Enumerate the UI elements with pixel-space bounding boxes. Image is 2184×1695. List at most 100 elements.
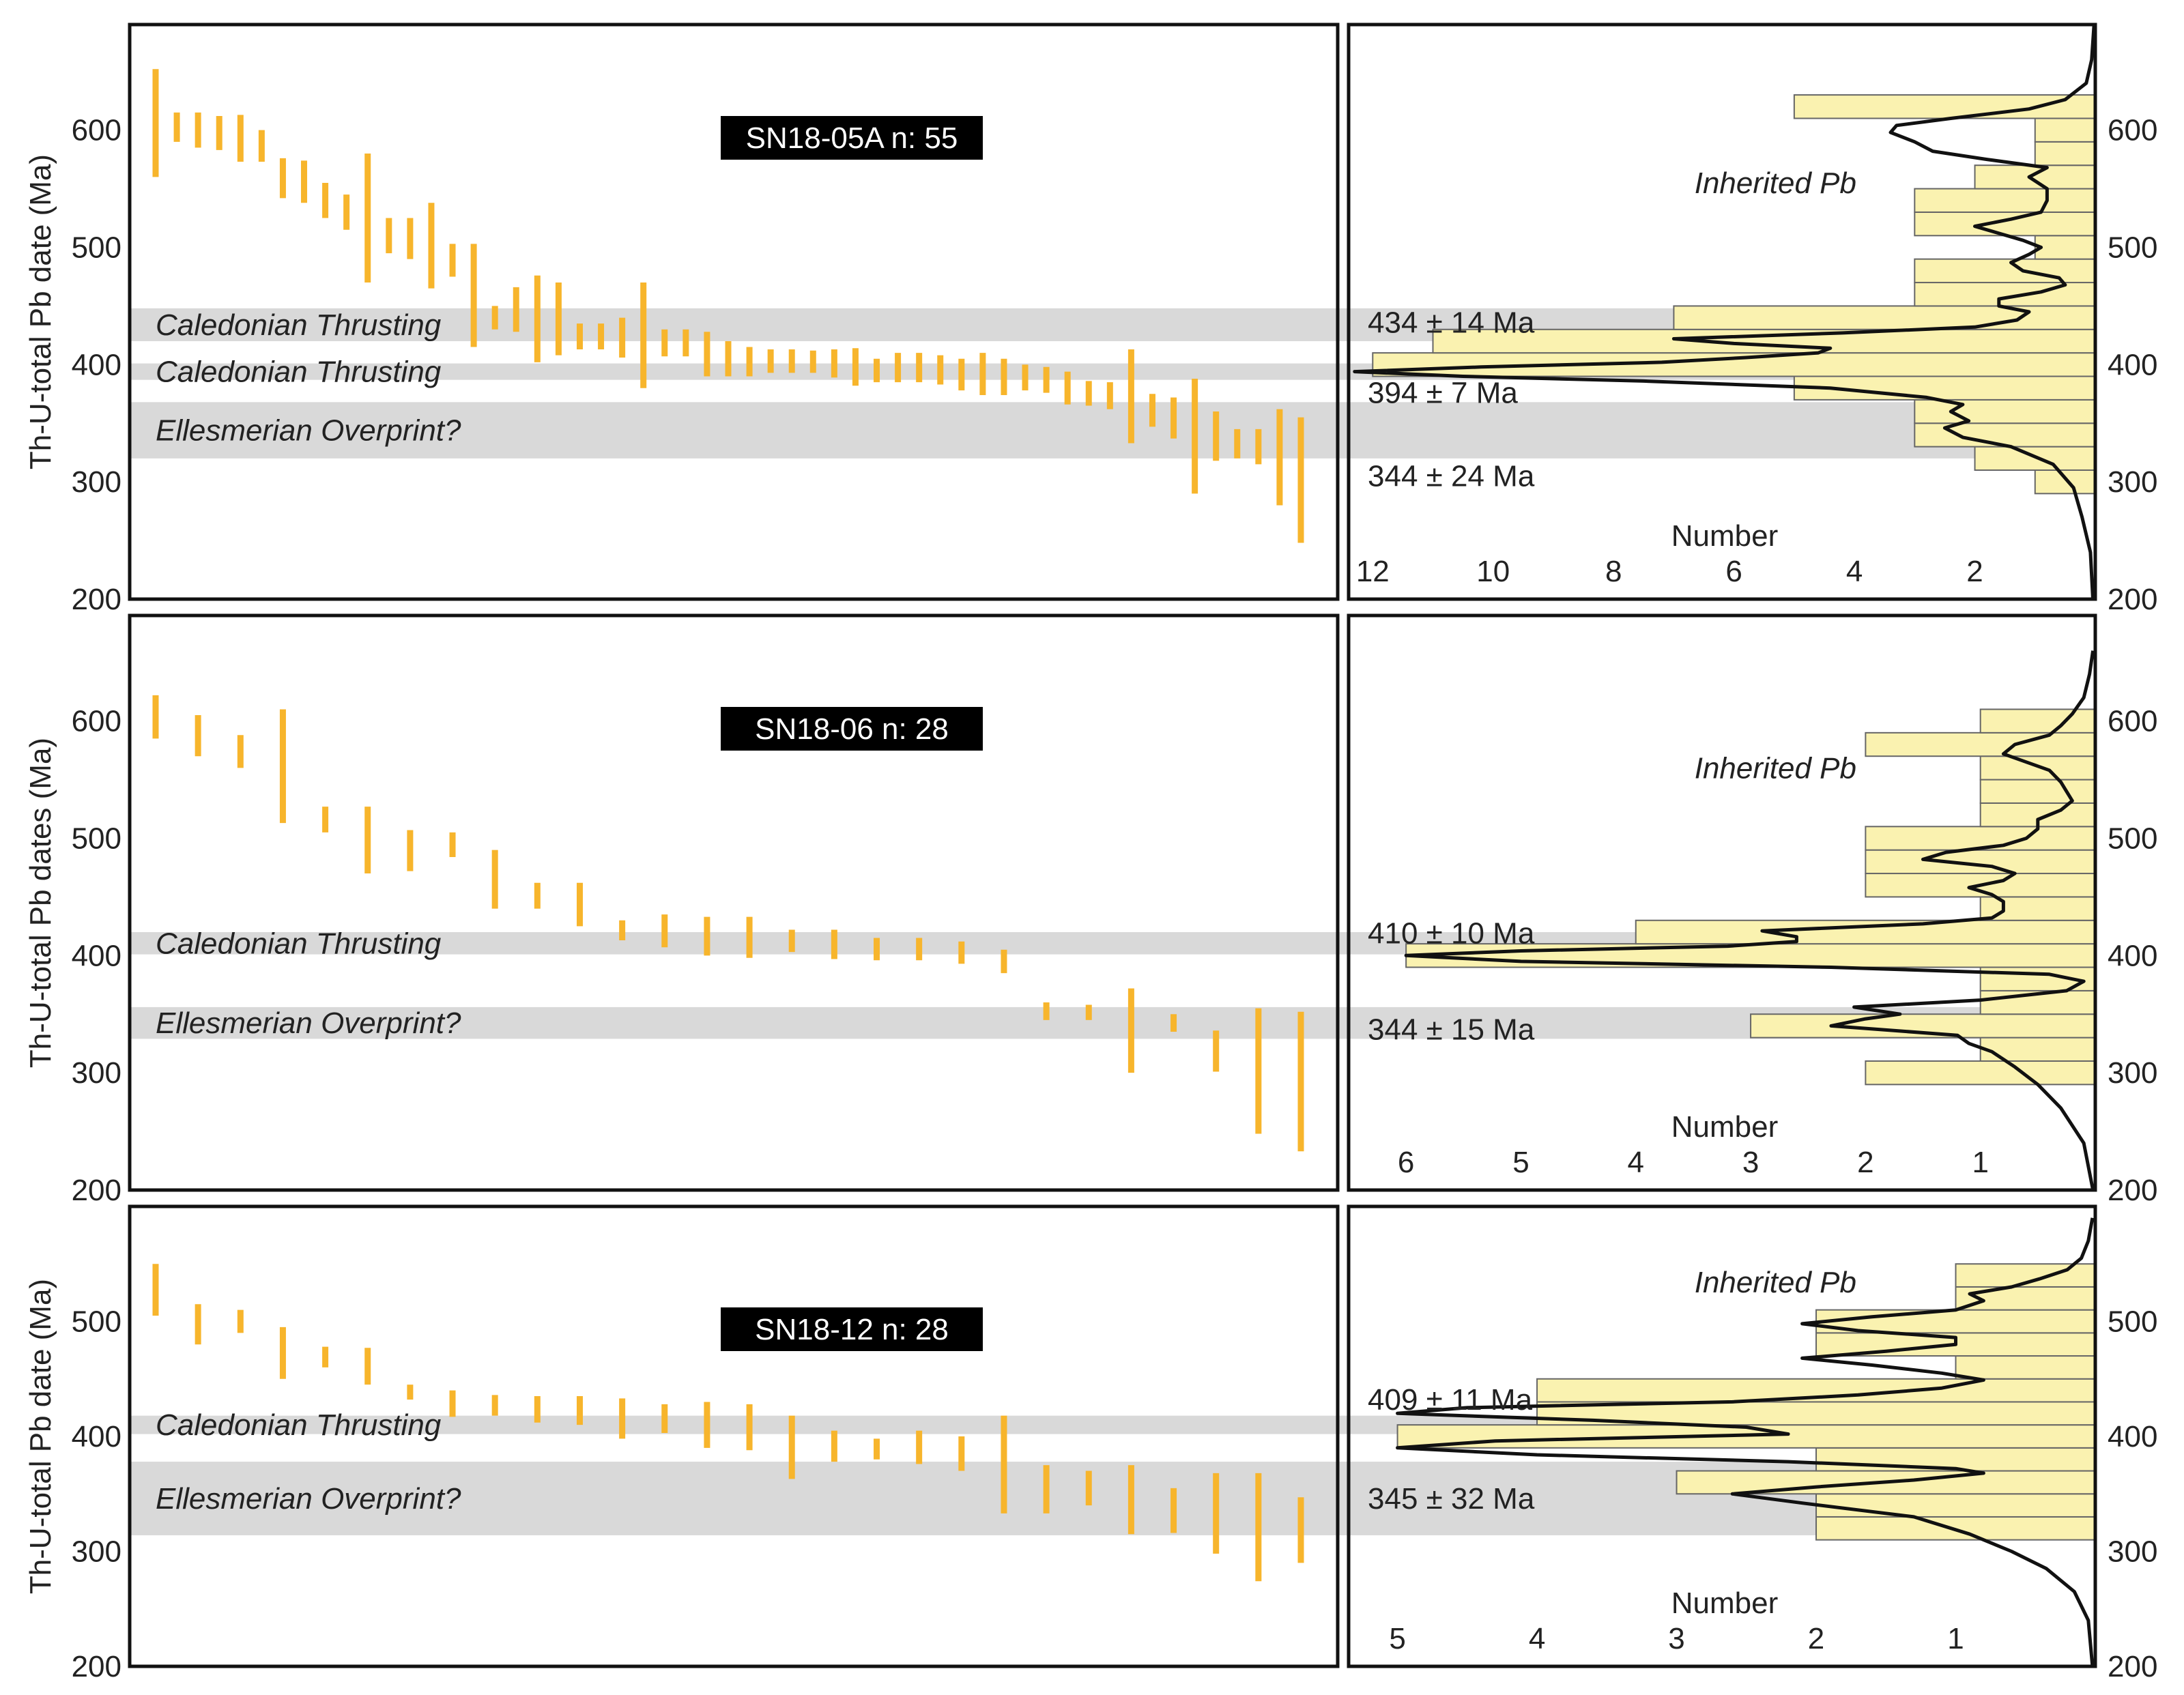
x-tick-label: 2 bbox=[1808, 1622, 1824, 1655]
x-tick-label: 4 bbox=[1846, 555, 1863, 588]
right-panel-frame bbox=[1347, 1204, 2097, 1668]
y-tick-label-right: 300 bbox=[2108, 1535, 2157, 1569]
y-tick-label-right: 200 bbox=[2108, 1650, 2157, 1683]
density-curve bbox=[1404, 650, 2095, 1191]
age-annotation: 410 ± 10 Ma bbox=[1368, 917, 1535, 951]
density-curve bbox=[1396, 1217, 2095, 1667]
band-label: Ellesmerian Overprint? bbox=[156, 1482, 461, 1516]
y-tick-label-left: 600 bbox=[72, 705, 121, 738]
histogram-bar bbox=[1955, 1355, 2096, 1380]
left-panel-frame bbox=[128, 23, 1340, 601]
inherited-pb-label: Inherited Pb bbox=[1695, 751, 1856, 785]
x-tick-label: 2 bbox=[1966, 555, 1983, 588]
histogram-bar bbox=[1865, 826, 2096, 851]
panel-3: 200 200 300 300 400 400 500 500 Th-U-total Pb da… bbox=[24, 1204, 2157, 1683]
sample-title: SN18-06 n: 28 bbox=[755, 712, 949, 746]
histogram-bar bbox=[1405, 943, 2096, 968]
x-tick-label: 6 bbox=[1398, 1146, 1414, 1179]
sample-title: SN18-12 n: 28 bbox=[755, 1313, 949, 1346]
y-tick-label-left: 600 bbox=[72, 114, 121, 147]
histogram-bar bbox=[1793, 94, 2096, 119]
band-label: Caledonian Thrusting bbox=[156, 1408, 442, 1442]
y-tick-label-right: 400 bbox=[2108, 348, 2157, 381]
histogram-bar bbox=[1865, 849, 2096, 875]
histogram-bar bbox=[1979, 779, 2097, 804]
x-tick-label: 5 bbox=[1389, 1622, 1405, 1655]
y-axis-label: Th-U-total Pb date (Ma) bbox=[24, 154, 57, 469]
sample-title-box bbox=[721, 116, 983, 160]
histogram-bar bbox=[1914, 282, 2096, 307]
x-tick-label: 5 bbox=[1512, 1146, 1529, 1179]
histogram-bar bbox=[1979, 708, 2097, 734]
y-tick-label-left: 200 bbox=[72, 1174, 121, 1207]
y-tick-label-left: 500 bbox=[72, 822, 121, 855]
histogram-bar bbox=[2034, 235, 2096, 260]
histogram-bar bbox=[1914, 258, 2096, 284]
left-panel-frame bbox=[128, 613, 1340, 1192]
density-curve bbox=[1353, 24, 2096, 600]
age-annotation: 344 ± 15 Ma bbox=[1368, 1013, 1535, 1047]
y-tick-label-left: 400 bbox=[72, 1420, 121, 1453]
histogram-bar bbox=[1372, 352, 2096, 377]
y-tick-label-right: 400 bbox=[2108, 939, 2157, 972]
x-axis-label: Number bbox=[1671, 1110, 1779, 1144]
band-label: Caledonian Thrusting bbox=[156, 356, 442, 389]
histogram-bar bbox=[1914, 211, 2096, 237]
histogram-bar bbox=[2034, 117, 2096, 143]
y-tick-label-right: 200 bbox=[2108, 583, 2157, 616]
age-annotation: 434 ± 14 Ma bbox=[1368, 306, 1535, 339]
y-tick-label-right: 300 bbox=[2108, 1056, 2157, 1090]
x-tick-label: 10 bbox=[1476, 555, 1510, 588]
x-tick-label: 6 bbox=[1725, 555, 1742, 588]
y-tick-label-right: 200 bbox=[2108, 1174, 2157, 1207]
x-axis-label: Number bbox=[1671, 519, 1779, 553]
histogram-bar bbox=[1979, 896, 2097, 921]
inherited-pb-label: Inherited Pb bbox=[1695, 166, 1856, 200]
y-tick-label-left: 300 bbox=[72, 1056, 121, 1090]
sample-title-box bbox=[721, 1307, 983, 1351]
age-annotation: 345 ± 32 Ma bbox=[1368, 1482, 1535, 1516]
histogram-bar bbox=[1865, 1060, 2096, 1086]
histogram-bar bbox=[2034, 469, 2096, 495]
y-tick-label-right: 400 bbox=[2108, 1420, 2157, 1453]
y-tick-label-right: 600 bbox=[2108, 114, 2157, 147]
right-panel-frame bbox=[1347, 23, 2097, 601]
histogram-bar bbox=[1914, 422, 2096, 448]
y-tick-label-right: 500 bbox=[2108, 822, 2157, 855]
band-label: Caledonian Thrusting bbox=[156, 308, 442, 342]
panel-2: 200 200 300 300 400 400 500 500 600 600 Th-U-total… bbox=[24, 613, 2157, 1207]
right-panel-frame bbox=[1347, 613, 2097, 1192]
y-tick-label-left: 300 bbox=[72, 465, 121, 499]
band-label: Ellesmerian Overprint? bbox=[156, 414, 461, 448]
age-annotation: 344 ± 24 Ma bbox=[1368, 460, 1535, 493]
x-tick-label: 2 bbox=[1857, 1146, 1873, 1179]
y-axis-label: Th-U-total Pb date (Ma) bbox=[24, 1279, 57, 1594]
histogram-bar bbox=[2034, 141, 2096, 166]
sample-title-box bbox=[721, 707, 983, 751]
x-tick-label: 8 bbox=[1605, 555, 1622, 588]
histogram-bar bbox=[1914, 399, 2096, 424]
histogram-bar bbox=[1974, 164, 2096, 190]
y-tick-label-left: 300 bbox=[72, 1535, 121, 1569]
x-tick-label: 4 bbox=[1529, 1622, 1545, 1655]
y-tick-label-left: 200 bbox=[72, 1650, 121, 1683]
x-tick-label: 12 bbox=[1356, 555, 1390, 588]
y-tick-label-left: 500 bbox=[72, 231, 121, 264]
histogram-bar bbox=[1865, 731, 2096, 757]
band-label: Caledonian Thrusting bbox=[156, 927, 442, 960]
y-tick-label-right: 600 bbox=[2108, 705, 2157, 738]
histogram-bar bbox=[1815, 1493, 2097, 1518]
panel-1: 200 200 300 300 400 400 500 500 600 600 Th-U-total… bbox=[24, 23, 2157, 616]
left-panel-frame bbox=[128, 1204, 1340, 1668]
y-tick-label-left: 400 bbox=[72, 939, 121, 972]
inherited-pb-label: Inherited Pb bbox=[1695, 1266, 1856, 1299]
x-tick-label: 4 bbox=[1628, 1146, 1644, 1179]
x-tick-label: 1 bbox=[1947, 1622, 1964, 1655]
x-axis-label: Number bbox=[1671, 1587, 1779, 1620]
y-tick-label-left: 400 bbox=[72, 348, 121, 381]
histogram-bar bbox=[1914, 188, 2096, 213]
x-tick-label: 1 bbox=[1972, 1146, 1988, 1179]
y-tick-label-right: 500 bbox=[2108, 1305, 2157, 1339]
histogram-bar bbox=[1979, 1037, 2097, 1062]
